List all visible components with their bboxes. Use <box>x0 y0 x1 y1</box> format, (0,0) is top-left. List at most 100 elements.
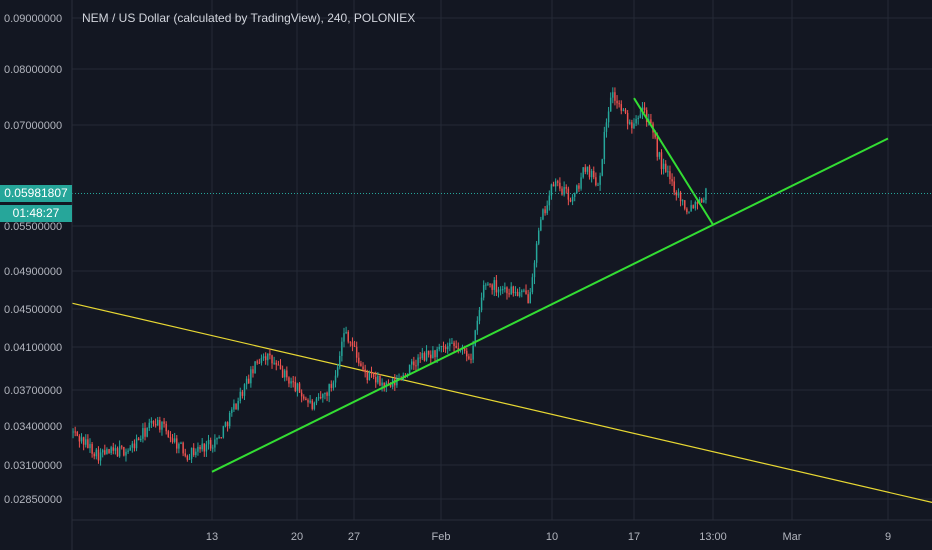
candle-body <box>703 200 705 203</box>
candle-body <box>112 447 115 451</box>
candle-body <box>108 449 110 453</box>
x-tick-label: 13:00 <box>699 531 727 543</box>
candle-body <box>195 451 197 455</box>
candle-body <box>584 167 587 172</box>
candle-down <box>154 418 157 428</box>
candle-body <box>563 187 565 195</box>
candle-down <box>351 337 354 352</box>
candle-body <box>472 345 474 360</box>
candle-up <box>156 416 159 426</box>
candle-up <box>290 377 292 388</box>
candle-body <box>548 195 551 206</box>
candle-body <box>487 283 489 285</box>
candle-body <box>248 378 250 384</box>
candle-down <box>700 197 703 204</box>
candle-up <box>633 118 635 130</box>
candle-body <box>339 355 341 368</box>
candle-body <box>199 446 201 450</box>
candle-down <box>508 288 510 298</box>
candle-body <box>588 166 591 178</box>
candle-body <box>705 188 707 201</box>
candle-down <box>93 452 95 460</box>
candle-down <box>444 344 447 353</box>
candle-up <box>161 421 163 436</box>
symbol-legend[interactable]: NEM / US Dollar (calculated by TradingVi… <box>82 11 416 25</box>
candle-body <box>93 453 95 457</box>
candle-body <box>586 166 589 172</box>
candle-up <box>485 282 487 290</box>
candle-body <box>237 400 239 410</box>
candle-up <box>573 192 576 202</box>
candle-body <box>512 286 515 294</box>
candle-body <box>645 110 648 123</box>
candle-body <box>595 177 597 186</box>
candle-down <box>298 382 301 393</box>
candle-up <box>667 165 669 177</box>
y-tick-label: 0.08000000 <box>4 64 62 76</box>
candle-body <box>176 438 178 449</box>
candle-body <box>578 185 580 189</box>
candle-body <box>256 361 258 363</box>
candle-up <box>250 366 252 388</box>
candle-up <box>273 356 275 365</box>
candle-up <box>89 438 91 453</box>
candle-body <box>283 370 286 378</box>
candle-body <box>110 447 112 453</box>
candle-down <box>686 207 688 215</box>
candle-down <box>593 166 595 180</box>
candle-body <box>74 431 76 433</box>
y-tick-label: 0.03100000 <box>4 460 62 472</box>
candle-body <box>116 448 119 457</box>
candle-body <box>561 188 563 195</box>
candle-down <box>121 444 123 450</box>
candle-down <box>277 360 280 366</box>
candle-down <box>199 444 201 453</box>
candle-up <box>212 444 214 453</box>
candle-body <box>593 170 595 178</box>
candle-body <box>679 192 682 202</box>
candle-body <box>201 443 203 450</box>
candle-up <box>639 110 642 119</box>
candle-up <box>542 208 544 221</box>
candle-down <box>375 371 377 388</box>
candle-down <box>264 352 267 365</box>
candle-body <box>609 97 612 112</box>
candle-body <box>192 447 195 455</box>
candle-body <box>334 375 337 383</box>
candle-body <box>408 364 411 374</box>
candle-body <box>298 383 301 393</box>
candle-body <box>493 280 496 290</box>
candle-body <box>434 350 436 358</box>
candle-body <box>243 384 246 396</box>
candle-body <box>635 118 637 124</box>
candle-down <box>664 160 667 173</box>
candle-body <box>419 357 421 359</box>
candle-body <box>368 372 371 381</box>
candle-body <box>451 342 453 344</box>
y-tick-label: 0.03400000 <box>4 421 62 433</box>
y-axis[interactable]: 0.09000000 0.08000000 0.07000000 0.05500000… <box>4 0 73 550</box>
candle-body <box>258 362 261 364</box>
candle-down <box>470 353 472 364</box>
candle-body <box>296 383 299 392</box>
candle-up <box>345 326 347 335</box>
candle-down <box>82 436 85 451</box>
candle-body <box>349 341 352 343</box>
candle-up <box>510 282 512 295</box>
candle-up <box>472 340 474 364</box>
candle-body <box>161 421 163 430</box>
candle-body <box>650 119 652 124</box>
candle-body <box>529 292 531 304</box>
candle-body <box>476 320 479 331</box>
candle-down <box>171 433 174 444</box>
candle-down <box>116 446 119 457</box>
candle-down <box>192 443 195 457</box>
candle-up <box>178 442 180 454</box>
x-axis[interactable]: 13 20 27 Feb 10 17 13:00 Mar 9 <box>72 519 932 543</box>
candle-down <box>252 365 254 378</box>
candle-down <box>430 350 432 364</box>
candle-body <box>89 444 91 449</box>
candle-up <box>173 432 176 444</box>
